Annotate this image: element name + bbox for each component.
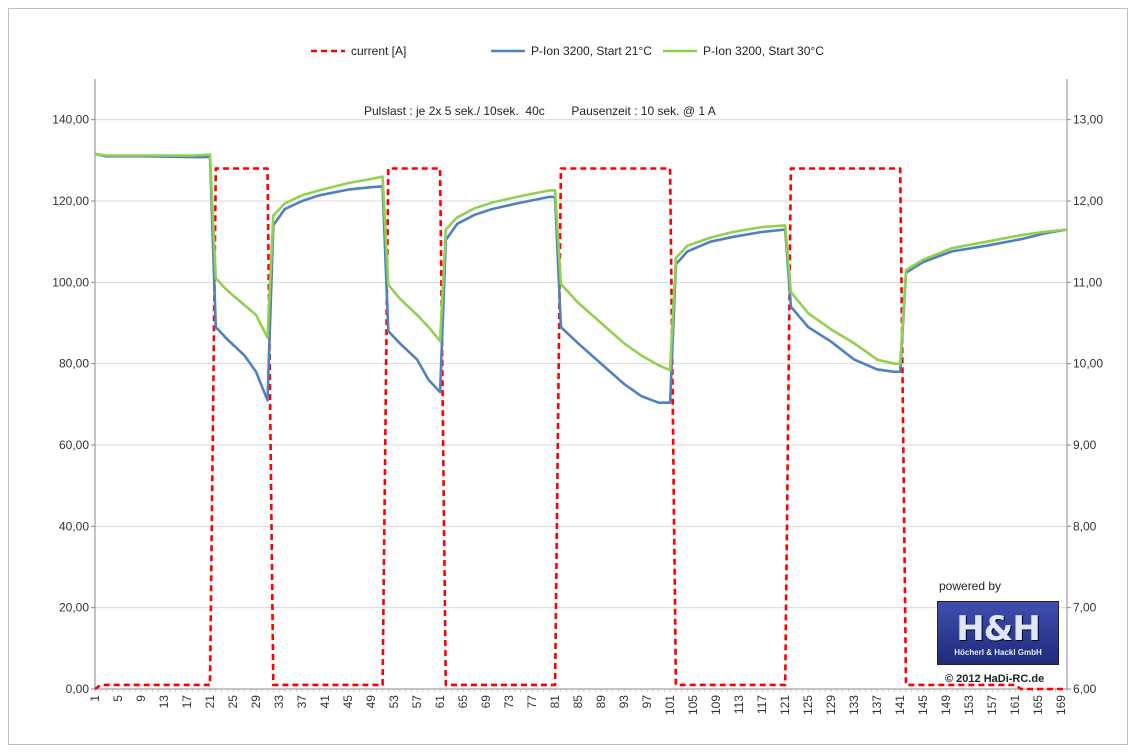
x-tick-label: 113 xyxy=(732,695,746,714)
y-left-tick-label: 80,00 xyxy=(59,357,89,371)
x-tick-label: 49 xyxy=(364,695,378,709)
y-left-tick-label: 120,00 xyxy=(52,194,89,208)
series-group xyxy=(94,152,1068,691)
axes xyxy=(91,79,1071,692)
x-tick-label: 125 xyxy=(801,695,815,715)
y-right-tick-label: 7,00 xyxy=(1073,601,1097,615)
x-tick-label: 17 xyxy=(180,695,194,709)
x-tick-label: 149 xyxy=(939,695,953,715)
y-left-tick-label: 60,00 xyxy=(59,438,89,452)
y-right-tick-label: 8,00 xyxy=(1073,519,1097,533)
x-tick-label: 73 xyxy=(502,695,516,709)
x-tick-label: 153 xyxy=(962,695,976,715)
company-logo-badge: H&H Höcherl & Hackl GmbH xyxy=(937,601,1059,665)
x-tick-label: 137 xyxy=(870,695,884,715)
y-right-tick-label: 12,00 xyxy=(1073,194,1103,208)
x-tick-label: 25 xyxy=(226,695,240,709)
x-tick-label: 145 xyxy=(916,695,930,715)
y-right-tick-label: 10,00 xyxy=(1073,357,1103,371)
y-right-tick-label: 9,00 xyxy=(1073,438,1097,452)
x-tick-label: 109 xyxy=(709,695,723,715)
x-tick-label: 13 xyxy=(157,695,171,709)
chart-subtitle: Pulslast : je 2x 5 sek./ 10sek. 40c Paus… xyxy=(364,104,716,118)
x-tick-label: 53 xyxy=(387,695,401,709)
legend: current [A] P-Ion 3200, Start 21°C P-Ion 3… xyxy=(311,44,824,58)
y-left-tick-label: 0,00 xyxy=(66,682,90,696)
x-tick-label: 21 xyxy=(203,695,217,709)
x-tick-label: 89 xyxy=(594,695,608,709)
x-tick-label: 69 xyxy=(479,695,493,709)
line-chart: 0,00 20,00 40,00 60,00 80,00 100,00 120,00 140,… xyxy=(52,44,1103,715)
x-tick-label: 65 xyxy=(456,695,470,709)
y-left-tick-label: 140,00 xyxy=(52,113,89,127)
legend-label: P-Ion 3200, Start 30°C xyxy=(703,44,824,58)
y-left-tick-label: 20,00 xyxy=(59,601,89,615)
x-tick-label: 141 xyxy=(893,695,907,715)
logo-company-name: Höcherl & Hackl GmbH xyxy=(954,647,1042,657)
x-tick-label: 85 xyxy=(571,695,585,709)
y-right-tick-label: 11,00 xyxy=(1073,275,1102,289)
x-tick-label: 57 xyxy=(410,695,424,709)
y-right-tick-label: 13,00 xyxy=(1073,113,1103,127)
x-tick-label: 37 xyxy=(295,695,309,709)
y-right-tick-label: 6,00 xyxy=(1073,682,1097,696)
series-line-p-ion-3200-start-21-c xyxy=(94,152,1068,404)
x-tick-label: 77 xyxy=(525,695,539,709)
x-tick-label: 61 xyxy=(433,695,447,709)
x-tick-label: 165 xyxy=(1031,695,1045,715)
x-tick-label: 45 xyxy=(341,695,355,709)
x-tick-label: 1 xyxy=(88,695,102,702)
tick-labels: 0,00 20,00 40,00 60,00 80,00 100,00 120,00 140,… xyxy=(52,113,1103,715)
legend-label: current [A] xyxy=(351,44,406,58)
x-tick-label: 97 xyxy=(640,695,654,709)
powered-by-label: powered by xyxy=(939,579,1002,593)
y-left-tick-label: 40,00 xyxy=(59,519,89,533)
x-tick-label: 9 xyxy=(134,695,148,702)
legend-label: P-Ion 3200, Start 21°C xyxy=(531,44,652,58)
x-tick-label: 105 xyxy=(686,695,700,715)
x-tick-label: 121 xyxy=(778,695,792,715)
x-tick-label: 157 xyxy=(985,695,999,715)
y-left-tick-label: 100,00 xyxy=(52,275,89,289)
series-line-p-ion-3200-start-30-c xyxy=(94,152,1068,372)
x-tick-label: 133 xyxy=(847,695,861,715)
series-line-current-a xyxy=(94,167,1067,691)
x-tick-label: 169 xyxy=(1054,695,1068,715)
x-tick-label: 129 xyxy=(824,695,838,715)
x-tick-label: 41 xyxy=(318,695,332,709)
x-tick-label: 117 xyxy=(755,695,769,714)
chart-frame: 0,00 20,00 40,00 60,00 80,00 100,00 120,00 140,… xyxy=(8,8,1128,745)
x-tick-label: 101 xyxy=(663,695,677,715)
x-tick-label: 81 xyxy=(548,695,562,709)
x-tick-label: 5 xyxy=(111,695,125,702)
x-tick-label: 161 xyxy=(1008,695,1022,715)
grid xyxy=(95,119,1067,690)
x-tick-label: 93 xyxy=(617,695,631,709)
logo-block: powered by H&H Höcherl & Hackl GmbH © 20… xyxy=(931,579,1071,697)
copyright-label: © 2012 HaDi-RC.de xyxy=(945,673,1045,685)
x-tick-label: 29 xyxy=(249,695,263,709)
logo-mark: H&H xyxy=(956,608,1041,649)
x-tick-label: 33 xyxy=(272,695,286,709)
